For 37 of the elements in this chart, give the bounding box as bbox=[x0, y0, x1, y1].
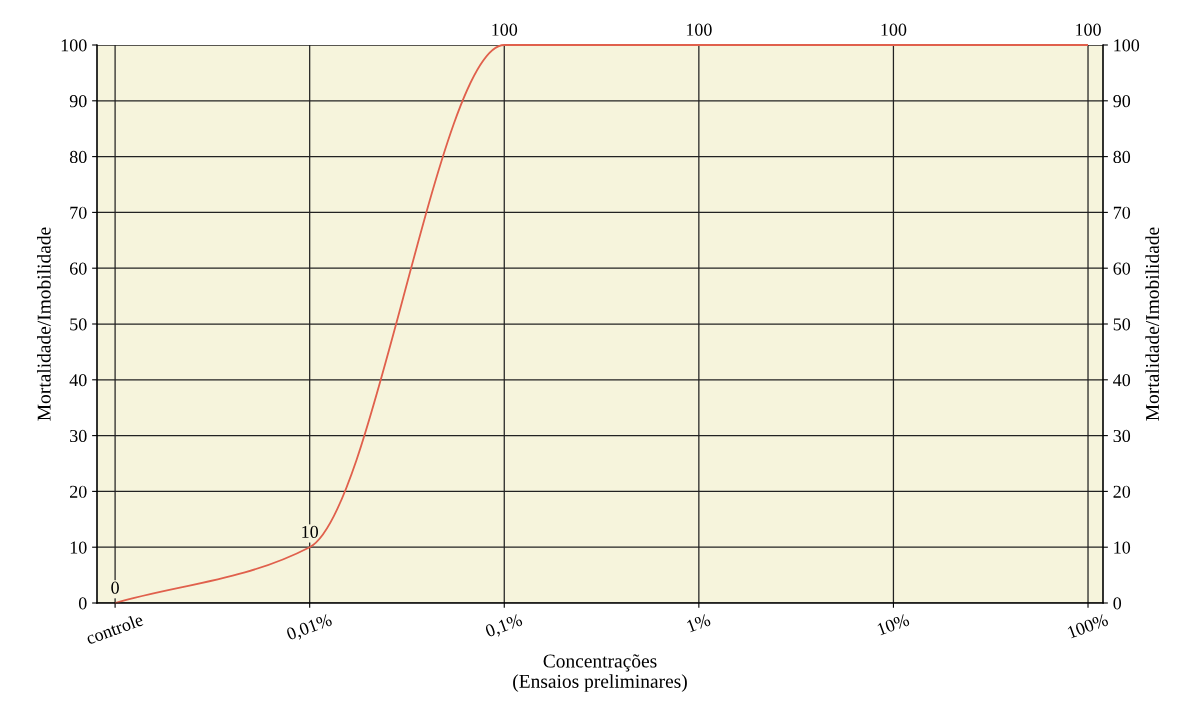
data-label: 100 bbox=[492, 23, 518, 36]
y2-tick-label: 0 bbox=[1113, 597, 1122, 610]
y-tick-label: 20 bbox=[70, 485, 87, 498]
y2-axis-title: Mortalidade/Imobilidade bbox=[1145, 227, 1160, 421]
data-label: 100 bbox=[686, 23, 712, 36]
y2-tick-label: 100 bbox=[1114, 39, 1140, 52]
y2-tick-label: 20 bbox=[1113, 485, 1131, 498]
data-label: 0 bbox=[111, 581, 119, 594]
x-tick-label: 0,01% bbox=[285, 613, 334, 643]
x-tick-label: controle bbox=[85, 612, 144, 645]
y2-tick-label: 90 bbox=[1113, 95, 1131, 108]
y-tick-label: 0 bbox=[78, 597, 87, 610]
y2-tick-label: 30 bbox=[1113, 429, 1131, 443]
x-tick-label: 1% bbox=[686, 613, 712, 633]
x-tick-label: 100% bbox=[1067, 613, 1109, 639]
y2-tick-label: 80 bbox=[1113, 150, 1131, 164]
y2-tick-label: 50 bbox=[1113, 318, 1131, 331]
y-tick-label: 10 bbox=[70, 541, 87, 554]
x-tick-label: 0,1% bbox=[484, 613, 524, 640]
y-axis-title: Mortalidade/Imobilidade bbox=[37, 227, 51, 421]
data-label: 100 bbox=[1076, 23, 1101, 36]
y-tick-label: 50 bbox=[70, 318, 87, 331]
y2-tick-label: 60 bbox=[1113, 262, 1131, 275]
data-label: 10 bbox=[302, 525, 319, 538]
x-tick-label: 10% bbox=[876, 613, 910, 636]
y-tick-label: 80 bbox=[69, 150, 87, 164]
x-axis-title: Concentrações (Ensaios preliminares) bbox=[513, 654, 687, 692]
y-tick-label: 30 bbox=[70, 429, 87, 443]
y-tick-label: 60 bbox=[70, 262, 87, 275]
y-tick-label: 100 bbox=[61, 39, 87, 52]
y-tick-label: 90 bbox=[69, 95, 87, 108]
data-label: 100 bbox=[881, 23, 907, 36]
y2-tick-label: 70 bbox=[1113, 206, 1131, 219]
y-tick-label: 40 bbox=[69, 374, 87, 387]
y2-tick-label: 10 bbox=[1114, 541, 1131, 554]
y2-tick-label: 40 bbox=[1113, 374, 1131, 387]
y-tick-label: 70 bbox=[70, 206, 87, 219]
